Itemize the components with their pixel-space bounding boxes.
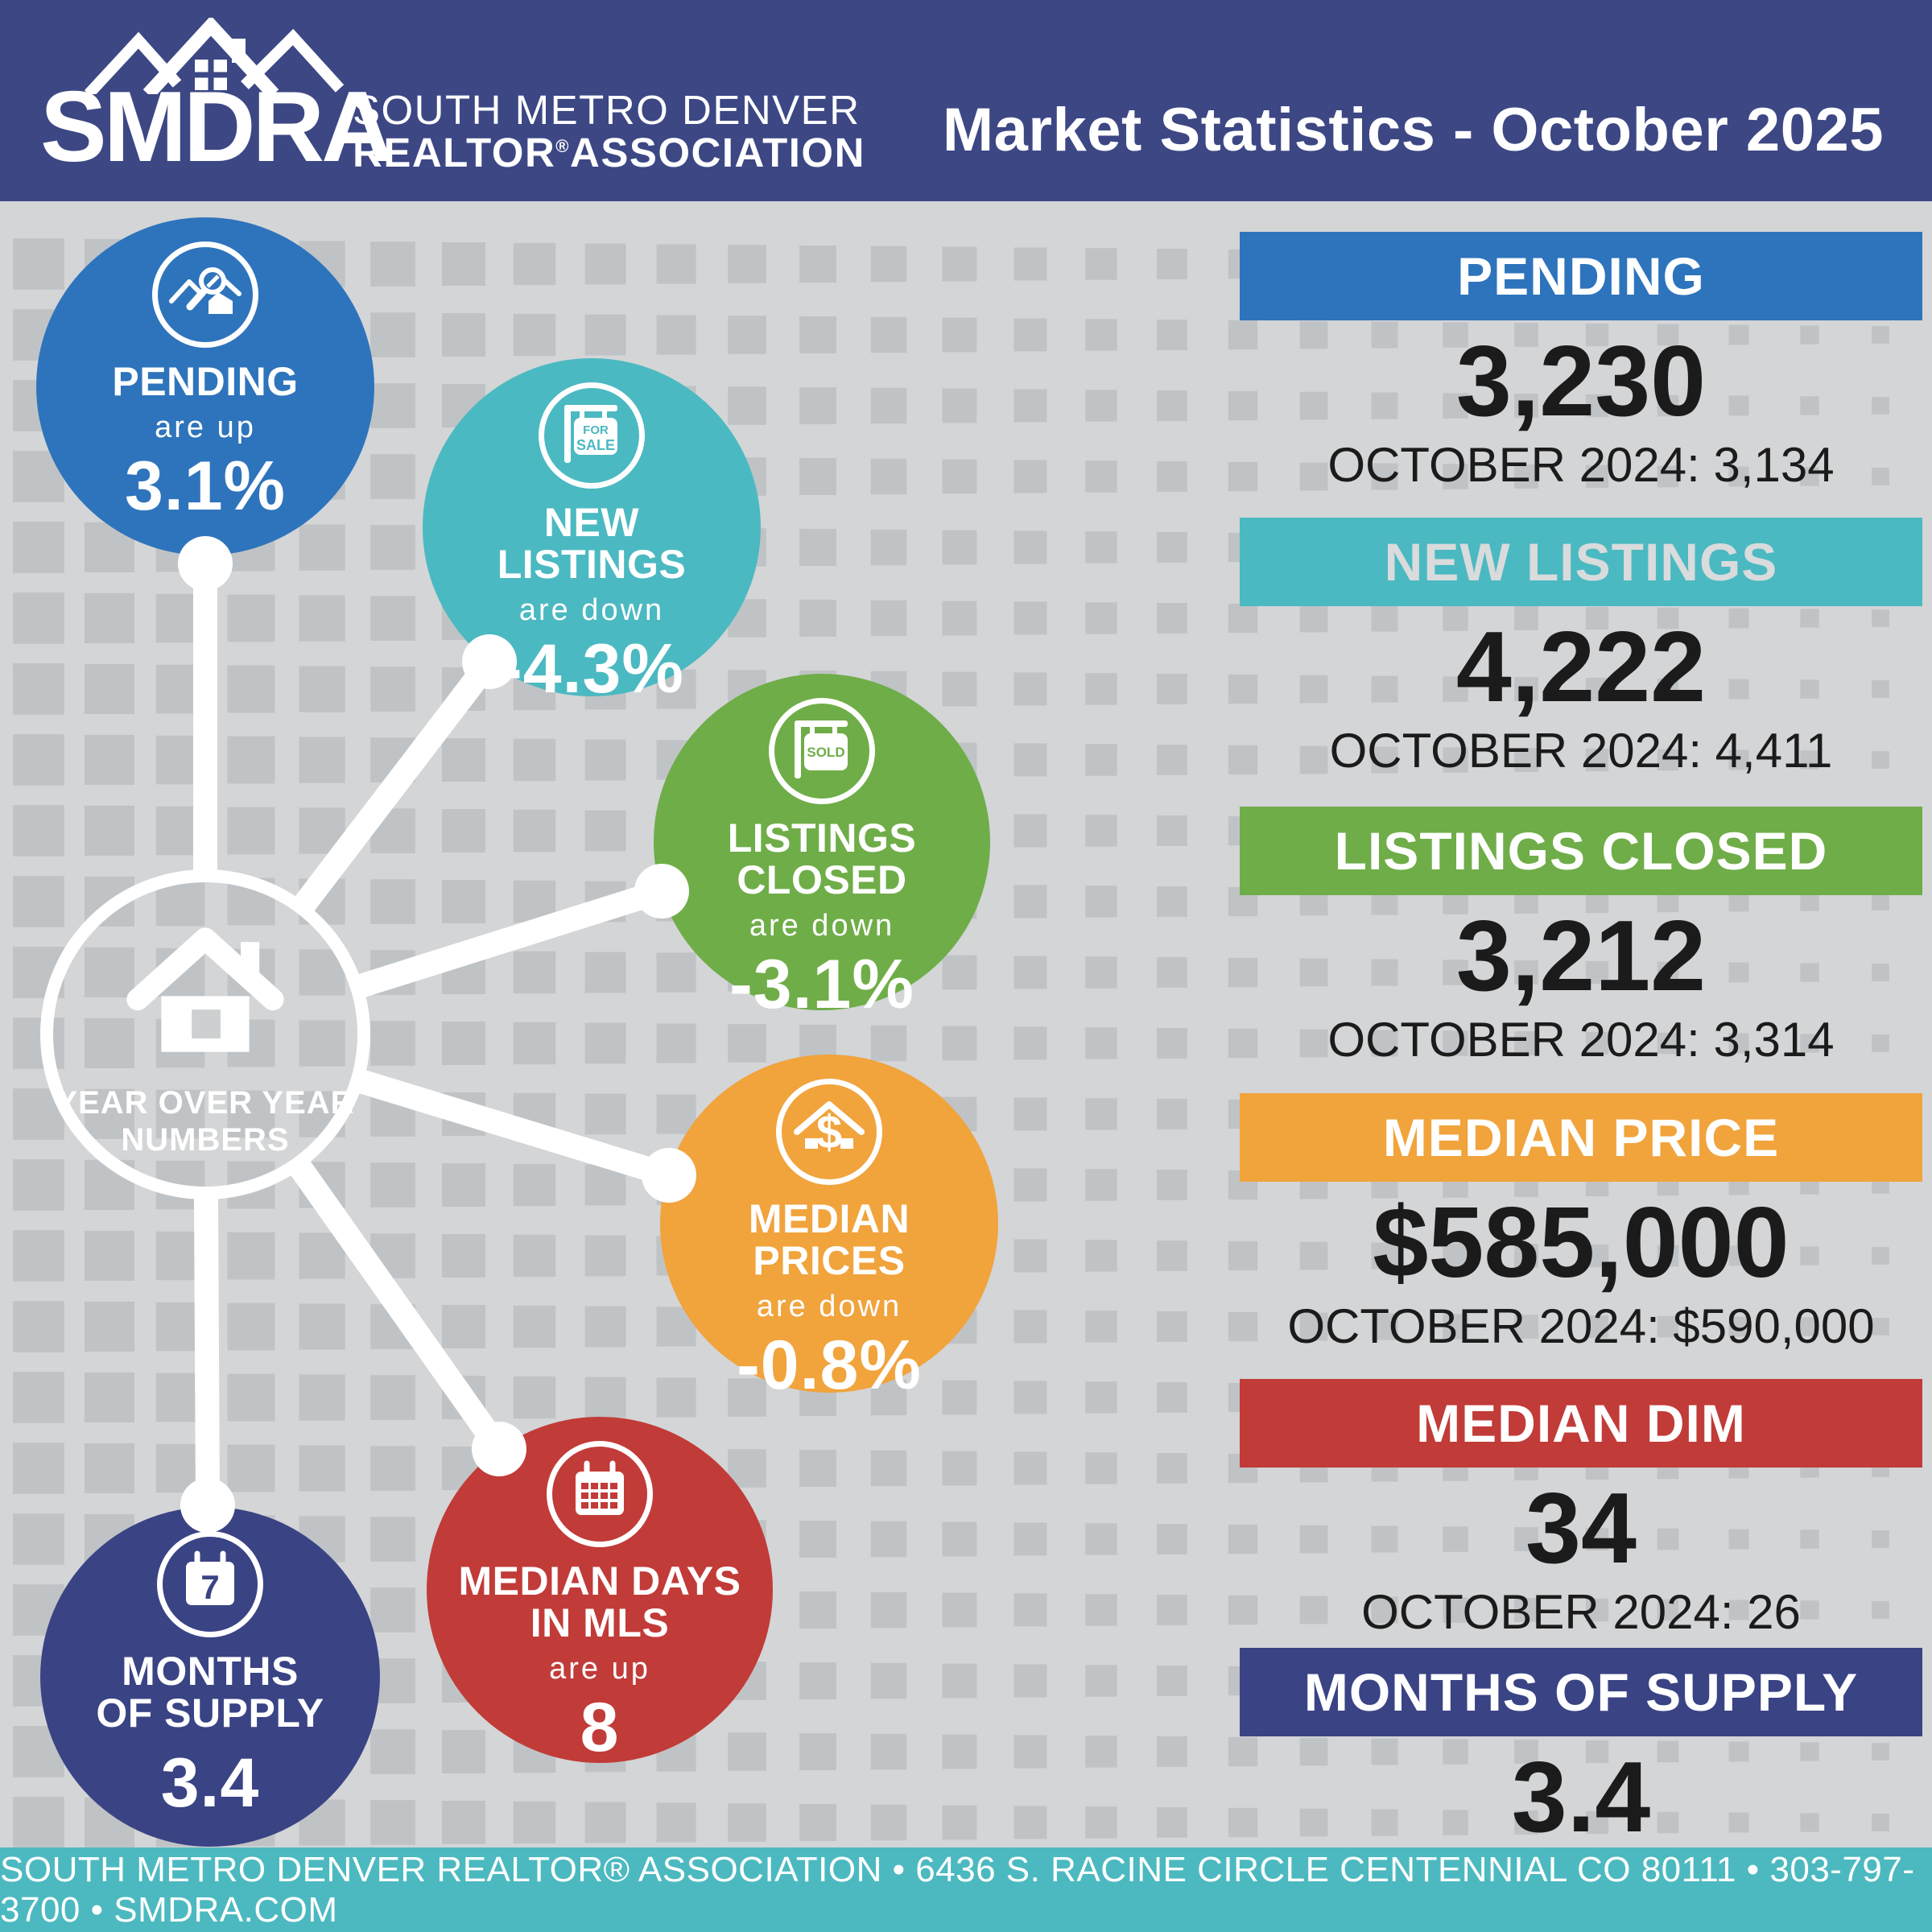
stat-header-bar: MEDIAN PRICE <box>1240 1093 1922 1182</box>
logo-acronym: SMDRA <box>40 72 394 183</box>
smdra-roofline-icon <box>84 18 345 94</box>
svg-text:7: 7 <box>200 1568 219 1606</box>
bubble-new-listings: FOR SALE NEW LISTINGS are down -4.3% <box>423 358 761 708</box>
bubble-title: PRICES <box>753 1238 906 1283</box>
stat-comparison: OCTOBER 2024: 3,134 <box>1327 438 1835 492</box>
bubble-title: PENDING <box>112 359 299 404</box>
hub-year-over-year: YEAR OVER YEAR NUMBERS <box>40 869 370 1199</box>
registered-mark: ® <box>555 136 570 157</box>
house-dollar-icon: $ <box>776 1079 882 1185</box>
stat-value: 3,230 <box>1455 326 1707 437</box>
calendar-7-icon: 7 <box>157 1531 263 1637</box>
svg-text:FOR: FOR <box>583 423 609 437</box>
sold-sign-icon: SOLD <box>769 698 875 804</box>
stat-comparison: OCTOBER 2024: 26 <box>1361 1585 1801 1639</box>
stat-block-new-listings: NEW LISTINGS 4,222 OCTOBER 2024: 4,411 <box>1240 518 1922 775</box>
bubble-title: MEDIAN DAYS <box>458 1558 741 1604</box>
stat-comparison: OCTOBER 2024: 3,314 <box>1327 1013 1835 1067</box>
stat-header-bar: PENDING <box>1240 232 1922 320</box>
footer-contact-text: SOUTH METRO DENVER REALTOR® ASSOCIATION … <box>0 1849 1915 1930</box>
bubble-title: MEDIAN <box>748 1196 910 1241</box>
header: SMDRA SOUTH METRO DENVER REALTOR®ASSOCIA… <box>0 0 1932 201</box>
bubble-title: MONTHS <box>122 1649 299 1694</box>
stat-block-median-dim: MEDIAN DIM 34 OCTOBER 2024: 26 <box>1240 1379 1922 1637</box>
stat-label: MEDIAN PRICE <box>1382 1108 1780 1167</box>
logo-line1: SOUTH METRO DENVER <box>353 87 861 133</box>
bubble-title: NEW <box>543 500 640 545</box>
bubble-title: LISTINGS <box>727 815 917 861</box>
logo-line2: REALTOR®ASSOCIATION <box>353 130 865 176</box>
stat-header-bar: MONTHS OF SUPPLY <box>1240 1648 1922 1736</box>
stat-header-bar: LISTINGS CLOSED <box>1240 807 1922 895</box>
bubble-listings-closed: SOLD LISTINGS CLOSED are down -3.1% <box>654 674 990 1023</box>
bubble-title: CLOSED <box>737 857 907 902</box>
bubble-title: IN MLS <box>530 1600 670 1645</box>
stat-label: PENDING <box>1457 246 1705 306</box>
house-magnifier-icon <box>152 242 258 348</box>
stat-value: 4,222 <box>1455 612 1707 723</box>
svg-text:SOLD: SOLD <box>807 745 844 760</box>
footer: SOUTH METRO DENVER REALTOR® ASSOCIATION … <box>0 1847 1932 1932</box>
for-sale-sign-icon: FOR SALE <box>539 382 645 489</box>
bubble-value: -3.1% <box>729 946 914 1023</box>
stat-comparison: OCTOBER 2024: 4,411 <box>1329 724 1833 778</box>
stat-label: NEW LISTINGS <box>1384 532 1778 592</box>
logo-wordmark: SOUTH METRO DENVER REALTOR®ASSOCIATION <box>353 89 865 174</box>
stat-value: $585,000 <box>1373 1187 1790 1298</box>
calendar-grid-icon <box>547 1441 653 1547</box>
bubble-median-days: MEDIAN DAYS IN MLS are up 8 <box>427 1417 773 1766</box>
bubble-value: 3.1% <box>124 448 287 525</box>
house-icon <box>126 927 284 1052</box>
hub-label: NUMBERS <box>121 1122 290 1158</box>
stat-comparison: OCTOBER 2024: $590,000 <box>1287 1299 1875 1353</box>
stat-value: 3.4 <box>1511 1742 1651 1853</box>
svg-text:$: $ <box>816 1106 842 1158</box>
stat-value: 34 <box>1525 1473 1637 1584</box>
bubble-subtitle: are up <box>155 411 256 444</box>
page-title: Market Statistics - October 2025 <box>942 96 1884 164</box>
bubble-subtitle: are down <box>756 1290 902 1323</box>
stat-block-pending: PENDING 3,230 OCTOBER 2024: 3,134 <box>1240 232 1922 489</box>
svg-text:SALE: SALE <box>576 437 615 453</box>
stat-label: MONTHS OF SUPPLY <box>1303 1662 1859 1722</box>
stat-block-months-of-supply: MONTHS OF SUPPLY 3.4 <box>1240 1648 1922 1857</box>
bubble-title: OF SUPPLY <box>96 1690 324 1736</box>
bubble-value: -4.3% <box>499 630 684 708</box>
stat-label: LISTINGS CLOSED <box>1334 821 1828 881</box>
bubble-months-of-supply: 7 MONTHS OF SUPPLY 3.4 <box>40 1507 380 1847</box>
stat-value: 3,212 <box>1455 901 1707 1012</box>
stat-label: MEDIAN DIM <box>1416 1393 1746 1453</box>
stat-header-bar: MEDIAN DIM <box>1240 1379 1922 1468</box>
bubble-value: 8 <box>580 1689 620 1766</box>
bubble-median-prices: $ MEDIAN PRICES are down -0.8% <box>660 1055 998 1404</box>
hub-label: YEAR OVER YEAR <box>56 1085 355 1121</box>
bubble-value: 3.4 <box>160 1744 260 1822</box>
stat-header-bar: NEW LISTINGS <box>1240 518 1922 606</box>
stat-block-median-price: MEDIAN PRICE $585,000 OCTOBER 2024: $590… <box>1240 1093 1922 1351</box>
bubble-subtitle: are down <box>518 593 665 627</box>
bubble-pending: PENDING are up 3.1% <box>36 217 374 555</box>
bubble-value: -0.8% <box>737 1327 922 1404</box>
bubble-title: LISTINGS <box>497 542 687 587</box>
bubble-subtitle: are down <box>749 909 895 943</box>
bubble-subtitle: are up <box>549 1652 650 1686</box>
stat-block-listings-closed: LISTINGS CLOSED 3,212 OCTOBER 2024: 3,31… <box>1240 807 1922 1064</box>
